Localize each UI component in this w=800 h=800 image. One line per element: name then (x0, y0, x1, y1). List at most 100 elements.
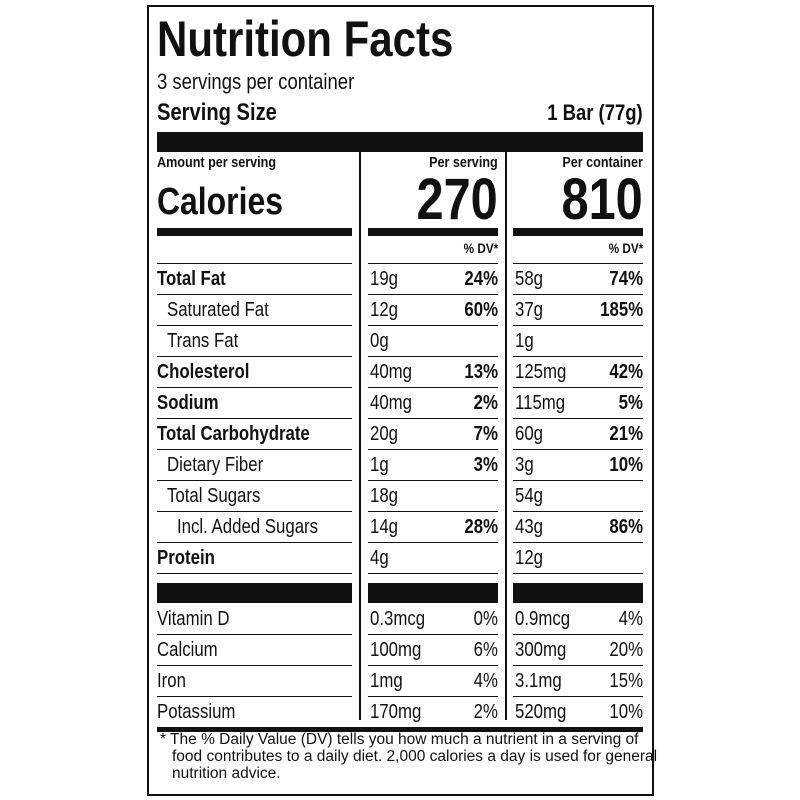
container-dv: 10% (609, 453, 643, 476)
per-container-calories: 810 (561, 166, 643, 232)
row-rule (157, 294, 352, 295)
container-dv: 4% (618, 607, 643, 630)
nutrient-name: Dietary Fiber (167, 453, 264, 476)
container-amount: 54g (515, 484, 544, 507)
nutrient-name: Incl. Added Sugars (177, 515, 319, 538)
row-rule (157, 665, 352, 666)
container-amount: 3g (515, 453, 534, 476)
serving-dv: 2% (473, 391, 498, 414)
row-rule (368, 696, 498, 697)
container-amount: 125mg (515, 360, 567, 383)
dv-header: % DV* (608, 239, 643, 256)
serving-amount: 20g (370, 422, 399, 445)
serving-amount: 12g (370, 298, 399, 321)
container-dv: 86% (609, 515, 643, 538)
serving-amount: 0g (370, 329, 389, 352)
serving-dv: 3% (473, 453, 498, 476)
serving-amount: 14g (370, 515, 399, 538)
row-rule (513, 480, 643, 481)
row-rule (513, 449, 643, 450)
vitamin-name: Iron (157, 669, 186, 692)
row-rule (157, 449, 352, 450)
serving-size-label: Serving Size (157, 98, 277, 126)
row-rule (513, 665, 643, 666)
medium-rule (368, 228, 498, 236)
serving-dv: 4% (473, 669, 498, 692)
container-amount: 12g (515, 546, 544, 569)
container-dv: 42% (609, 360, 643, 383)
row-rule (368, 665, 498, 666)
serving-dv: 6% (473, 638, 498, 661)
servings: 3 servings per container (157, 68, 355, 94)
container-amount: 0.9mcg (515, 607, 571, 630)
nutrient-name: Total Carbohydrate (157, 422, 310, 445)
container-amount: 300mg (515, 638, 567, 661)
row-rule (157, 573, 352, 574)
row-rule (157, 263, 352, 264)
nutrient-name: Trans Fat (167, 329, 239, 352)
row-rule (368, 573, 498, 574)
container-amount: 3.1mg (515, 669, 562, 692)
medium-rule (157, 228, 352, 236)
serving-amount: 100mg (370, 638, 422, 661)
row-rule (368, 294, 498, 295)
serving-dv: 24% (464, 267, 498, 290)
container-dv: 185% (600, 298, 643, 321)
row-rule (157, 696, 352, 697)
thick-rule (157, 132, 643, 152)
row-rule (157, 542, 352, 543)
serving-size: 1 Bar (77g) (547, 99, 643, 125)
container-dv: 10% (609, 700, 643, 723)
nutrient-name: Total Fat (157, 267, 226, 290)
container-dv: 5% (618, 391, 643, 414)
container-amount: 37g (515, 298, 544, 321)
serving-dv: 7% (473, 422, 498, 445)
title: Nutrition Facts (157, 11, 454, 67)
row-rule (368, 511, 498, 512)
vitamin-name: Vitamin D (157, 607, 230, 630)
thick-rule (157, 727, 643, 732)
container-amount: 1g (515, 329, 534, 352)
serving-amount: 40mg (370, 360, 413, 383)
per-container-label: Per container (562, 154, 643, 172)
container-dv: 15% (609, 669, 643, 692)
container-amount: 520mg (515, 700, 567, 723)
per-serving-label: Per serving (429, 154, 498, 172)
row-rule (513, 356, 643, 357)
serving-amount: 18g (370, 484, 399, 507)
row-rule (513, 294, 643, 295)
row-rule (157, 387, 352, 388)
container-amount: 60g (515, 422, 544, 445)
row-rule (513, 325, 643, 326)
column-divider (359, 152, 361, 720)
thick-rule (368, 583, 498, 603)
row-rule (513, 511, 643, 512)
nutrient-name: Saturated Fat (167, 298, 269, 321)
nutrient-name: Sodium (157, 391, 219, 414)
footnote: * The % Daily Value (DV) tells you how m… (160, 731, 658, 782)
serving-amount: 4g (370, 546, 389, 569)
row-rule (368, 356, 498, 357)
row-rule (368, 449, 498, 450)
row-rule (513, 263, 643, 264)
serving-amount: 40mg (370, 391, 413, 414)
serving-dv: 0% (473, 607, 498, 630)
nutrient-name: Total Sugars (167, 484, 261, 507)
serving-amount: 170mg (370, 700, 422, 723)
row-rule (157, 325, 352, 326)
serving-dv: 2% (473, 700, 498, 723)
row-rule (368, 418, 498, 419)
row-rule (157, 356, 352, 357)
row-rule (368, 387, 498, 388)
serving-dv: 28% (464, 515, 498, 538)
container-amount: 58g (515, 267, 544, 290)
container-dv: 74% (609, 267, 643, 290)
row-rule (368, 480, 498, 481)
row-rule (157, 480, 352, 481)
row-rule (368, 542, 498, 543)
row-rule (513, 418, 643, 419)
row-rule (157, 634, 352, 635)
dv-header: % DV* (463, 239, 498, 256)
serving-amount: 1mg (370, 669, 403, 692)
